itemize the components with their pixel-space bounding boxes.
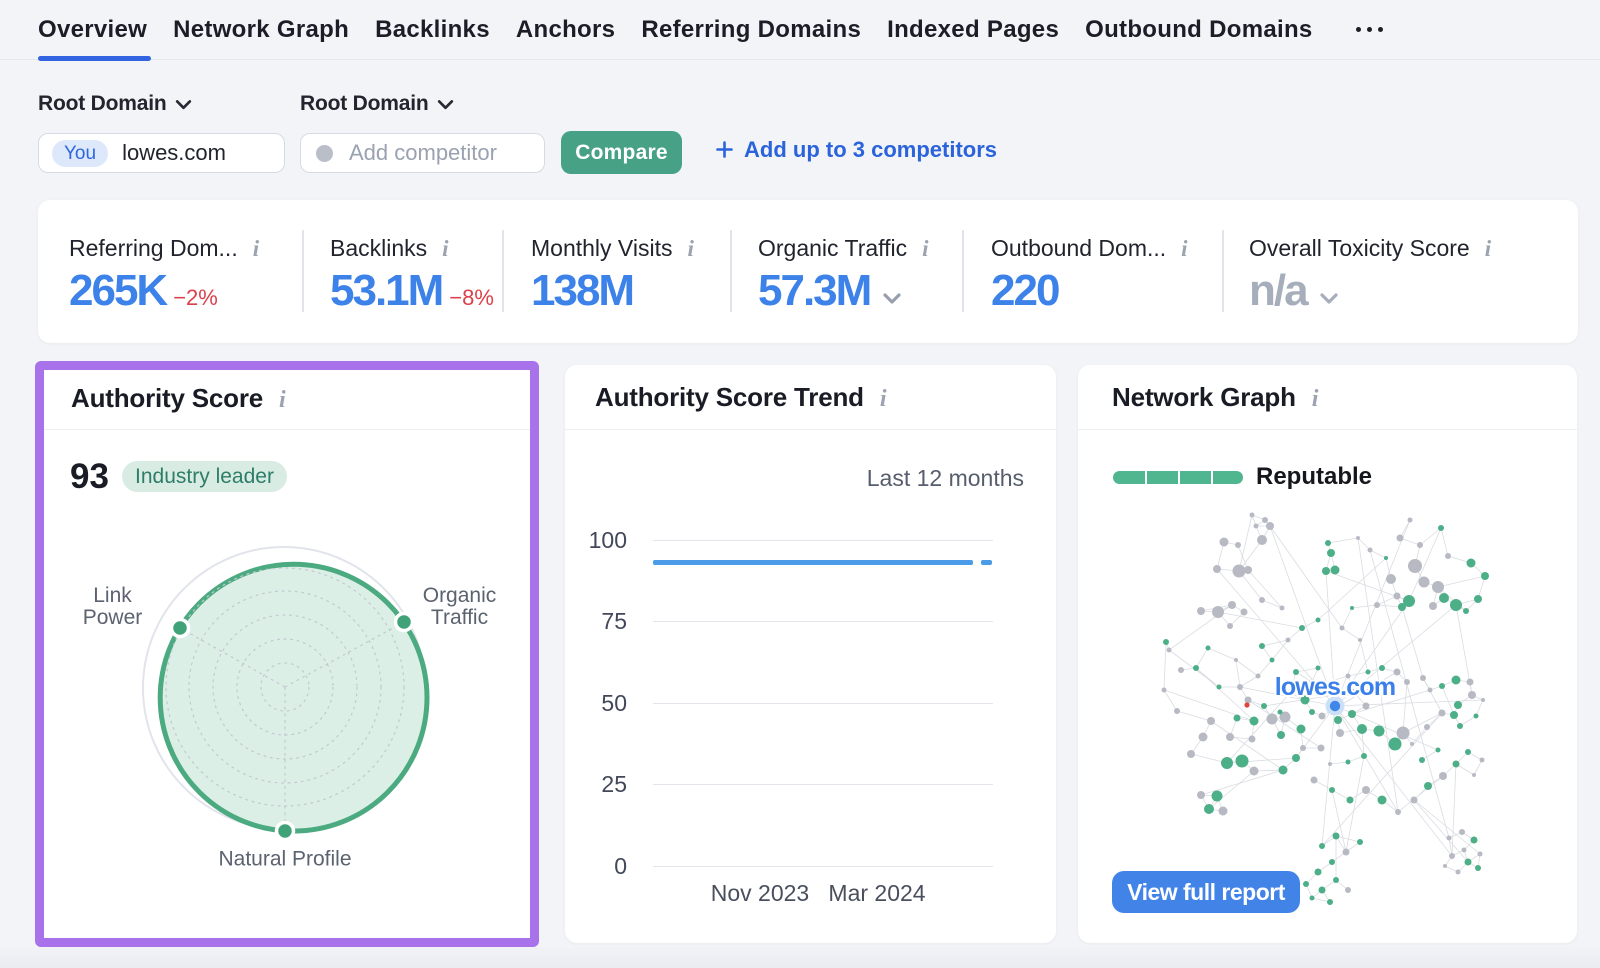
svg-text:Power: Power xyxy=(83,606,143,629)
svg-text:Natural Profile: Natural Profile xyxy=(218,848,351,871)
svg-text:Link: Link xyxy=(93,584,132,607)
svg-text:Traffic: Traffic xyxy=(431,606,488,629)
svg-text:Organic: Organic xyxy=(423,584,497,607)
svg-text:lowes.com: lowes.com xyxy=(1275,673,1396,701)
